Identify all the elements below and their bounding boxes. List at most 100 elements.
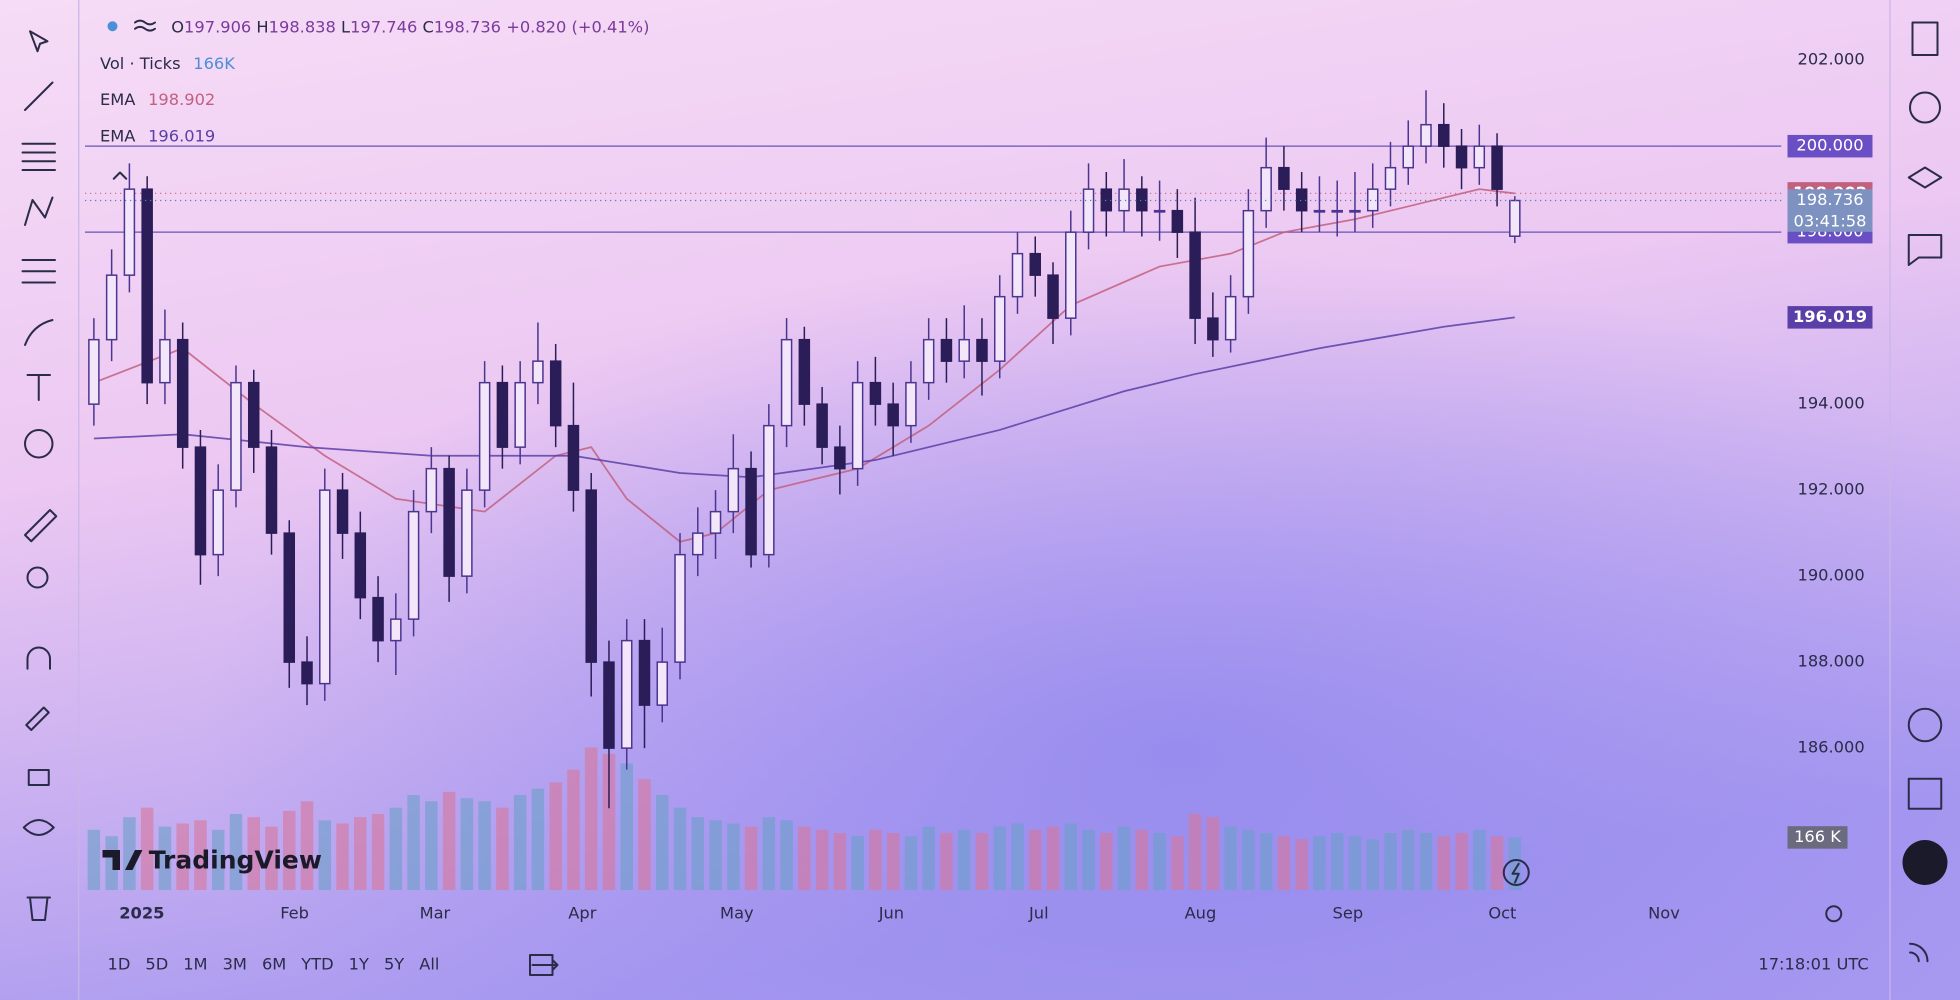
range-button[interactable]: All [419, 955, 439, 974]
candle-body [1366, 188, 1379, 212]
ema-name[interactable]: EMA [100, 126, 135, 145]
zoom-tool[interactable] [26, 566, 49, 589]
candle-body [88, 338, 100, 405]
range-button[interactable]: 1D [108, 955, 131, 974]
last-price-label: 198.736 [1796, 190, 1863, 209]
apps-button[interactable] [1902, 840, 1948, 885]
volume-bar [1224, 826, 1237, 890]
x-tick-label: Mar [420, 903, 451, 922]
x-tick-label: Nov [1648, 903, 1680, 922]
candle-body [1402, 145, 1415, 169]
volume-bar [1117, 826, 1131, 890]
chat-button[interactable] [1907, 234, 1943, 266]
emoji-tool[interactable] [24, 429, 54, 459]
volume-bar [1135, 829, 1149, 890]
candle-body [549, 360, 562, 427]
x-tick-label: Aug [1185, 903, 1217, 922]
brand-name[interactable]: TradingView [149, 845, 322, 874]
candle-body [176, 338, 189, 448]
volume-bar [851, 836, 864, 890]
clock[interactable]: 17:18:01 UTC [1758, 955, 1868, 974]
candle-body [478, 381, 491, 491]
volume-bar [283, 810, 296, 890]
volume-bar [957, 829, 971, 890]
volume-bar [904, 836, 918, 890]
ema-value: 198.902 [148, 90, 215, 109]
calendar-button[interactable] [1907, 777, 1943, 810]
volume-bar [265, 826, 278, 890]
pattern-tool[interactable] [24, 196, 54, 226]
candle-body [1313, 209, 1326, 213]
date-range-button[interactable] [529, 954, 559, 976]
volume-bar [1242, 829, 1255, 890]
target-button[interactable] [1907, 707, 1943, 743]
range-button[interactable]: 6M [262, 955, 286, 974]
volume-name[interactable]: Vol · Ticks [100, 53, 181, 72]
range-button[interactable]: 1M [183, 955, 207, 974]
ema-line [93, 316, 1515, 479]
cursor-tool[interactable] [29, 30, 49, 53]
lock-tool[interactable] [27, 769, 50, 786]
candle-body [230, 381, 242, 491]
brush-tool[interactable] [24, 319, 54, 346]
range-button[interactable]: 5Y [384, 955, 404, 974]
measure-tool[interactable] [24, 509, 58, 543]
volume-bar [158, 826, 172, 890]
x-tick-label: Sep [1333, 903, 1364, 922]
candle-body [1100, 188, 1113, 212]
low-value: 197.746 [350, 17, 417, 36]
volume-bar [673, 807, 687, 890]
settings-button[interactable] [1825, 905, 1843, 923]
text-tool[interactable] [26, 374, 51, 401]
volume-bar [567, 769, 580, 890]
watchlist-button[interactable] [1911, 21, 1939, 56]
lock-draw-tool[interactable] [25, 706, 50, 731]
volume-bar [105, 836, 118, 890]
range-button[interactable]: 1Y [349, 955, 369, 974]
volume-bar [922, 826, 935, 890]
stream-button[interactable] [1909, 942, 1929, 963]
magnet-tool[interactable] [26, 646, 51, 670]
alerts-button[interactable] [1909, 91, 1941, 124]
candle-body [336, 489, 349, 534]
volume-bar [496, 807, 509, 890]
ema-name[interactable]: EMA [100, 90, 135, 109]
candle-body [247, 381, 260, 448]
projection-tool[interactable] [21, 259, 56, 284]
volume-bar [975, 833, 989, 890]
volume-bar [1188, 814, 1202, 890]
brand-logo[interactable] [102, 850, 143, 870]
candle-body [1011, 252, 1024, 298]
layers-button[interactable] [1907, 166, 1943, 189]
open-label: O [171, 17, 184, 36]
candle-body [443, 467, 455, 577]
candle-body [816, 403, 828, 448]
candle-body [407, 510, 420, 620]
candle-body [1082, 188, 1095, 233]
visibility-tool[interactable] [22, 819, 55, 836]
range-button[interactable]: YTD [300, 955, 333, 974]
symbol-icon [134, 19, 156, 32]
volume-bar [336, 823, 349, 890]
delete-tool[interactable] [26, 896, 51, 921]
candle-body [1509, 199, 1521, 237]
trend-line-tool[interactable] [24, 81, 54, 111]
range-button[interactable]: 5D [145, 955, 168, 974]
volume-bar [389, 807, 403, 890]
fib-tool[interactable] [21, 142, 56, 171]
collapse-legend[interactable] [112, 171, 128, 180]
candle-body [372, 596, 384, 642]
range-button[interactable]: 3M [223, 955, 247, 974]
status-dot [107, 21, 118, 32]
volume-axis-badge [1787, 826, 1848, 849]
replay-button[interactable] [1502, 859, 1530, 886]
x-tick-label: Apr [568, 903, 596, 922]
volume-bar [656, 795, 669, 890]
candle-body [1029, 252, 1042, 276]
volume-bar [1402, 829, 1415, 890]
candle-body [141, 188, 153, 384]
volume-bar [1064, 823, 1078, 890]
volume-bar [1082, 829, 1095, 890]
